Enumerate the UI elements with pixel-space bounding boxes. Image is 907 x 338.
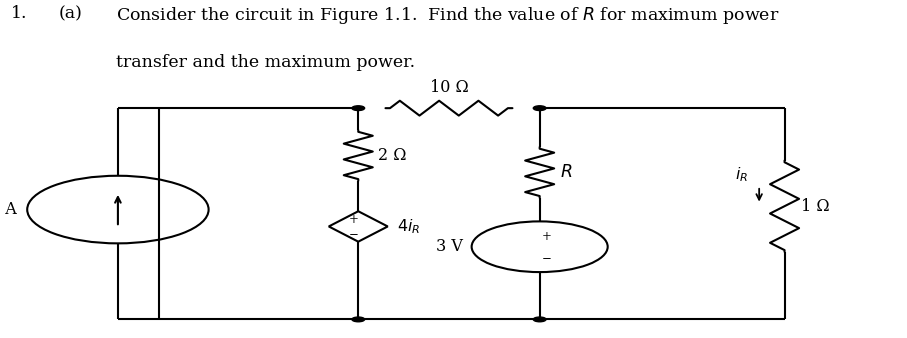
Text: 10 Ω: 10 Ω [430, 79, 468, 96]
Text: transfer and the maximum power.: transfer and the maximum power. [116, 54, 415, 71]
Text: −: − [349, 227, 358, 240]
Circle shape [533, 317, 546, 322]
Circle shape [533, 106, 546, 111]
Text: 2 A: 2 A [0, 201, 16, 218]
Text: 1 Ω: 1 Ω [801, 198, 830, 215]
Text: (a): (a) [59, 5, 83, 22]
Text: −: − [542, 251, 551, 264]
Circle shape [352, 106, 365, 111]
Text: 2 Ω: 2 Ω [378, 147, 406, 164]
Text: +: + [349, 213, 358, 226]
Text: 1.: 1. [11, 5, 27, 22]
Text: $R$: $R$ [560, 164, 572, 181]
Circle shape [352, 317, 365, 322]
Text: $i_R$: $i_R$ [736, 166, 748, 184]
Text: $4i_R$: $4i_R$ [397, 217, 420, 236]
Text: 3 V: 3 V [435, 238, 463, 255]
Text: +: + [542, 230, 551, 243]
Text: Consider the circuit in Figure 1.1.  Find the value of $R$ for maximum power: Consider the circuit in Figure 1.1. Find… [116, 5, 780, 26]
